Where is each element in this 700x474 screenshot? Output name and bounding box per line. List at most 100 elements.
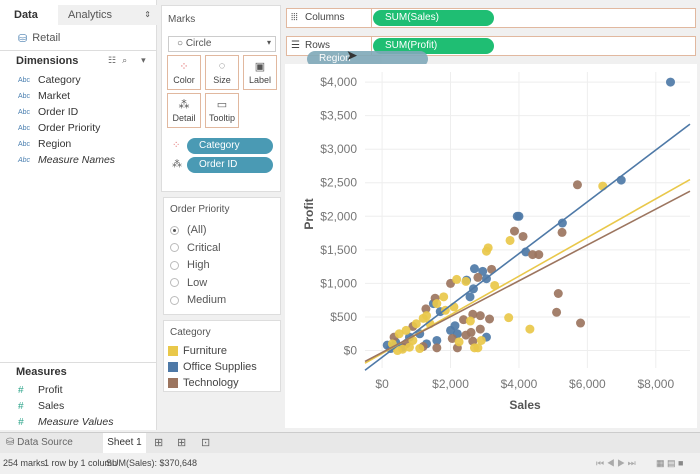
filter-option[interactable]: Low	[170, 277, 207, 289]
data-point[interactable]	[473, 272, 483, 282]
legend-item[interactable]: Furniture	[168, 345, 227, 357]
data-point[interactable]	[394, 329, 404, 339]
search-icon[interactable]: ⌕	[122, 55, 128, 65]
legend-item[interactable]: Office Supplies	[168, 361, 257, 373]
label-button[interactable]: ▣ Label	[243, 55, 277, 90]
data-point[interactable]	[572, 180, 582, 190]
data-point[interactable]	[525, 324, 535, 334]
data-point[interactable]	[446, 325, 456, 335]
x-tick-label: $6,000	[569, 377, 606, 391]
data-point[interactable]	[534, 250, 544, 260]
detail-label: Detail	[172, 113, 196, 123]
trend-line[interactable]	[364, 123, 691, 371]
data-point[interactable]	[478, 266, 488, 276]
dimension-item[interactable]: Abc Measure Names	[18, 154, 115, 166]
data-point[interactable]	[490, 280, 500, 290]
category-pill[interactable]: Category	[187, 138, 273, 154]
data-point[interactable]	[461, 330, 471, 340]
dimension-item[interactable]: Abc Market	[18, 90, 70, 102]
data-point[interactable]	[404, 342, 414, 352]
sum-sales-status: SUM(Sales): $370,648	[106, 458, 198, 468]
data-point[interactable]	[452, 274, 462, 284]
data-point[interactable]	[518, 231, 528, 241]
data-point[interactable]	[421, 304, 431, 314]
trend-line[interactable]	[364, 190, 691, 363]
filter-option[interactable]: (All)	[170, 224, 207, 236]
data-point[interactable]	[432, 335, 442, 345]
data-point[interactable]	[415, 344, 425, 354]
tooltip-button[interactable]: ▭ Tooltip	[205, 93, 239, 128]
data-point[interactable]	[401, 325, 411, 335]
data-point[interactable]	[469, 264, 479, 274]
new-worksheet-icon[interactable]: ⊞	[154, 437, 164, 449]
data-point[interactable]	[505, 235, 515, 245]
data-point[interactable]	[476, 335, 486, 345]
filter-option[interactable]: Critical	[170, 242, 221, 254]
data-point[interactable]	[473, 343, 483, 353]
measure-item[interactable]: # Profit	[18, 384, 63, 396]
legend-label: Office Supplies	[183, 361, 257, 373]
data-source-tab[interactable]: ⛁ Data Source	[6, 437, 73, 448]
new-story-icon[interactable]: ⊡	[201, 437, 211, 449]
color-button[interactable]: ⁘ Color	[167, 55, 201, 90]
size-button[interactable]: ◌ Size	[205, 55, 239, 90]
y-tick-label: $1,500	[320, 243, 357, 257]
datasource-item[interactable]: ⛁ Retail	[18, 32, 60, 45]
data-point[interactable]	[528, 250, 538, 260]
tab-data[interactable]: Data	[0, 5, 58, 25]
new-dashboard-icon[interactable]: ⊞	[177, 437, 187, 449]
data-point[interactable]	[552, 307, 562, 317]
radio-icon	[170, 225, 179, 235]
data-point[interactable]	[510, 226, 519, 236]
sum-profit-pill[interactable]: SUM(Profit)	[373, 38, 494, 54]
data-point[interactable]	[512, 211, 522, 221]
tab-analytics[interactable]: Analytics ⇕	[58, 5, 157, 25]
region-dragging-pill[interactable]: Region	[307, 51, 428, 67]
data-point[interactable]	[557, 218, 567, 228]
data-point[interactable]	[475, 324, 485, 334]
data-point[interactable]	[461, 276, 471, 286]
menu-dropdown-icon[interactable]: ▾	[141, 55, 146, 65]
x-tick-label: $8,000	[637, 377, 674, 391]
data-point[interactable]	[553, 288, 563, 298]
filter-option[interactable]: Medium	[170, 294, 226, 306]
dimension-item[interactable]: Abc Category	[18, 74, 81, 86]
data-point[interactable]	[465, 292, 475, 302]
data-point[interactable]	[432, 343, 442, 353]
sort-icon[interactable]: ⇕	[144, 10, 151, 19]
data-point[interactable]	[454, 337, 464, 347]
data-point[interactable]	[447, 333, 457, 343]
data-point[interactable]	[475, 311, 485, 321]
detail-button[interactable]: ⁂ Detail	[167, 93, 201, 128]
dimension-item[interactable]: Abc Order ID	[18, 106, 78, 118]
measure-item[interactable]: # Sales	[18, 400, 64, 412]
data-point[interactable]	[439, 292, 449, 302]
data-point[interactable]	[459, 315, 469, 325]
dimension-item[interactable]: Abc Order Priority	[18, 122, 100, 134]
scatter-chart[interactable]: $0 $500 $1,000 $1,500 $2,000 $2,500 $3,000 $3,5…	[285, 64, 697, 428]
sheet-1-tab[interactable]: Sheet 1	[103, 433, 146, 453]
mark-type-dropdown[interactable]: ○ Circle ▾	[168, 36, 276, 52]
data-point[interactable]	[504, 313, 514, 323]
data-point[interactable]	[557, 227, 567, 237]
sum-sales-pill[interactable]: SUM(Sales)	[373, 10, 494, 26]
data-point[interactable]	[481, 246, 491, 256]
filter-option[interactable]: High	[170, 259, 210, 271]
measure-item[interactable]: # Measure Values	[18, 416, 113, 428]
data-point[interactable]	[576, 318, 586, 328]
data-point[interactable]	[422, 311, 432, 321]
dimension-item[interactable]: Abc Region	[18, 138, 71, 150]
data-point[interactable]	[465, 316, 475, 326]
data-point[interactable]	[666, 77, 675, 87]
tab-analytics-label: Analytics	[68, 9, 113, 21]
order-id-pill[interactable]: Order ID	[187, 157, 273, 173]
data-point[interactable]	[487, 264, 497, 274]
data-point[interactable]	[432, 299, 442, 309]
view-grid-icon[interactable]: ☷	[108, 55, 117, 65]
sheet-navigation-icon[interactable]: ⏮ ◀ ▶ ⏭	[596, 458, 636, 468]
legend-item[interactable]: Technology	[168, 377, 239, 389]
data-point[interactable]	[411, 319, 421, 329]
view-mode-icons[interactable]: ▦ ▤ ■	[656, 458, 684, 468]
columns-shelf[interactable]: ⦙⦙⦙ Columns SUM(Sales)	[286, 8, 696, 28]
data-point[interactable]	[485, 314, 495, 324]
